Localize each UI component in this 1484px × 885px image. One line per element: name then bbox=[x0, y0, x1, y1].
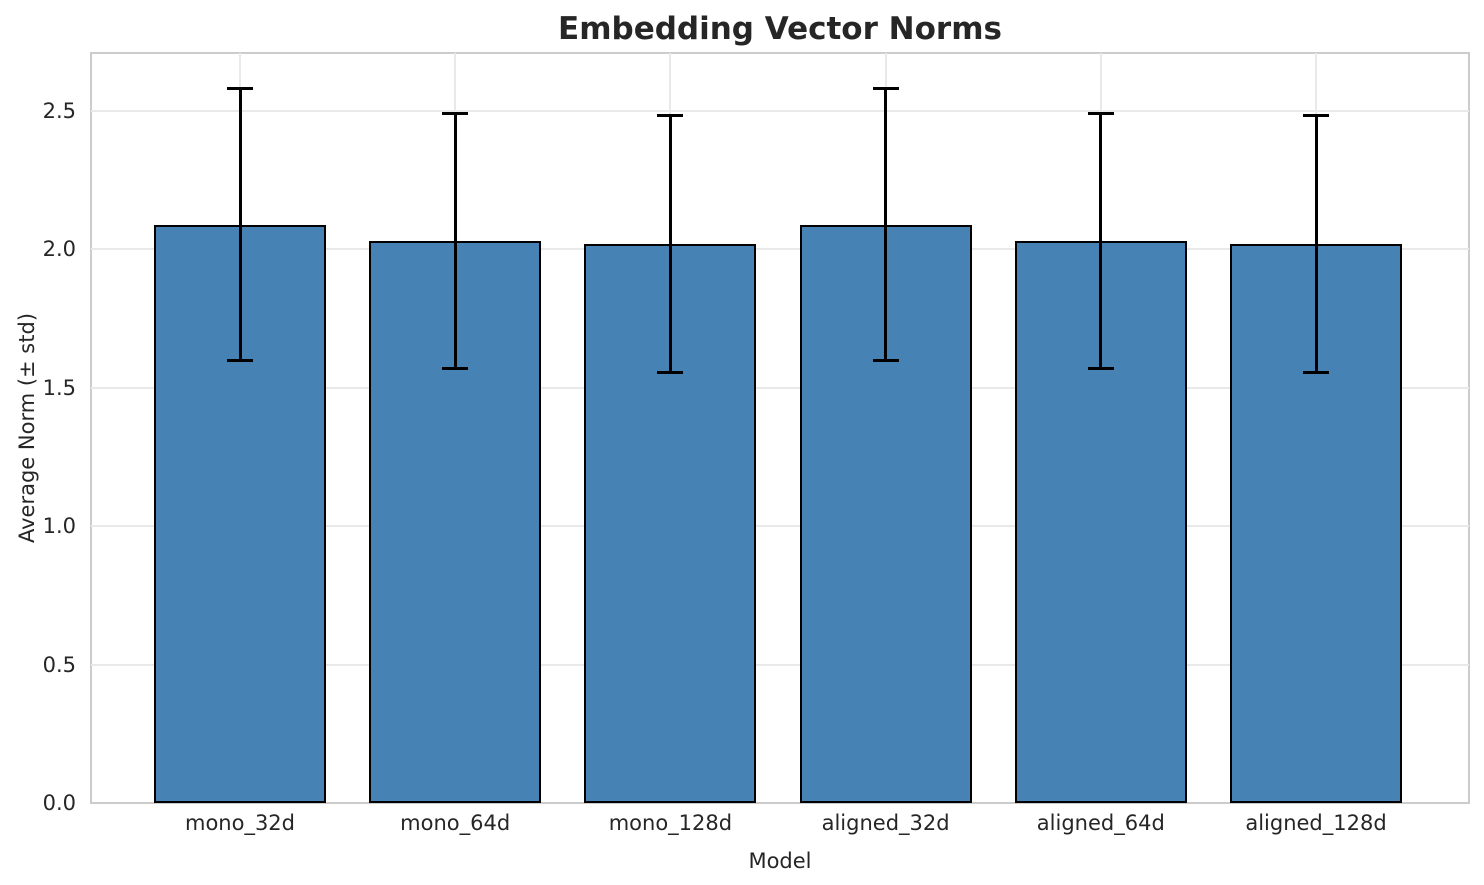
y-tick-label: 1.0 bbox=[42, 514, 76, 539]
x-tick-label-aligned_64d: aligned_64d bbox=[1036, 811, 1165, 835]
error-bar-mono_128d bbox=[668, 115, 672, 373]
y-tick-label: 0.0 bbox=[42, 791, 76, 815]
error-cap-bottom-mono_32d bbox=[227, 358, 253, 362]
error-cap-bottom-aligned_128d bbox=[1303, 371, 1329, 375]
error-bar-mono_64d bbox=[453, 113, 457, 369]
error-cap-top-mono_64d bbox=[442, 112, 469, 116]
h-gridline bbox=[91, 525, 1469, 528]
h-gridline bbox=[91, 110, 1469, 113]
x-tick-label-mono_32d: mono_32d bbox=[184, 811, 295, 835]
bar-mono_64d bbox=[369, 241, 542, 803]
error-cap-bottom-mono_64d bbox=[442, 366, 469, 370]
error-cap-top-aligned_128d bbox=[1303, 113, 1329, 117]
y-axis-label: Average Norm (± std) bbox=[15, 312, 39, 544]
error-bar-aligned_32d bbox=[884, 88, 888, 361]
h-gridline bbox=[91, 386, 1469, 389]
error-bar-mono_32d bbox=[238, 88, 242, 361]
error-cap-top-mono_128d bbox=[657, 113, 684, 117]
y-tick-label: 2.5 bbox=[42, 99, 76, 124]
x-tick-label-mono_64d: mono_64d bbox=[400, 811, 511, 835]
error-cap-bottom-mono_128d bbox=[657, 371, 684, 375]
x-axis-label: Model bbox=[748, 849, 812, 873]
error-cap-bottom-aligned_64d bbox=[1087, 366, 1114, 370]
plot-area bbox=[90, 52, 1470, 804]
error-bar-aligned_128d bbox=[1314, 115, 1318, 373]
error-cap-top-aligned_64d bbox=[1087, 112, 1114, 116]
y-tick-label: 2.0 bbox=[42, 237, 76, 262]
x-tick-label-mono_128d: mono_128d bbox=[608, 811, 733, 835]
x-tick-label-aligned_32d: aligned_32d bbox=[821, 811, 950, 835]
y-tick-label: 0.5 bbox=[42, 652, 76, 677]
error-cap-top-aligned_32d bbox=[872, 87, 899, 91]
bar-mono_32d bbox=[154, 224, 326, 803]
error-cap-bottom-aligned_32d bbox=[872, 358, 899, 362]
chart-title: Embedding Vector Norms bbox=[558, 11, 1002, 47]
x-tick-label-aligned_128d: aligned_128d bbox=[1245, 811, 1387, 835]
h-gridline bbox=[91, 248, 1469, 251]
h-gridline bbox=[91, 663, 1469, 666]
error-cap-top-mono_32d bbox=[227, 87, 253, 91]
error-bar-aligned_64d bbox=[1099, 113, 1103, 369]
y-tick-label: 1.5 bbox=[42, 375, 76, 400]
